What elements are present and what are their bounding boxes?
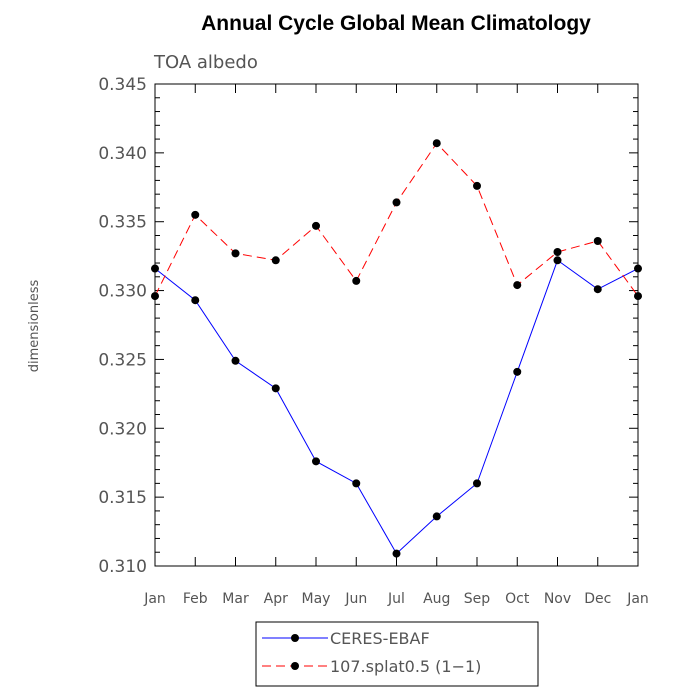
series-1-point (473, 181, 481, 190)
legend-marker-0 (291, 634, 299, 642)
series-1-point (392, 198, 401, 207)
x-tick-label: Jan (626, 591, 649, 607)
axes: 0.310 0.315 0.320 0.325 0.330 0.335 0.340 0.345… (98, 75, 648, 607)
series-0-point (553, 256, 562, 265)
series-0-point (352, 479, 361, 488)
series-1-point (553, 248, 562, 257)
series-1-point (352, 276, 361, 285)
x-tick-label: Aug (423, 591, 450, 607)
series-1-point (513, 281, 522, 290)
series-0-point (191, 296, 200, 305)
series-0-point (634, 264, 642, 273)
series-1-point (312, 221, 320, 230)
series-0-point (392, 549, 401, 558)
legend: CERES-EBAF 107.splat0.5 (1−1) (255, 621, 539, 687)
series-0-point (513, 367, 522, 376)
series-1-point (432, 139, 441, 148)
series-1-point (151, 292, 159, 301)
series-1-point (634, 292, 642, 301)
series-0-point (312, 457, 320, 466)
y-tick-label: 0.325 (98, 350, 147, 370)
x-tick-label: Nov (544, 591, 571, 607)
legend-marker-1 (291, 662, 299, 670)
y-tick-label: 0.335 (98, 213, 147, 233)
series-1-point (231, 249, 240, 258)
y-tick-label: 0.345 (98, 75, 147, 95)
x-tick-label: Mar (222, 591, 249, 607)
x-tick-label: May (302, 591, 331, 607)
series-0-point (271, 384, 280, 393)
x-tick-label: Apr (264, 591, 288, 607)
x-tick-label: Sep (464, 591, 491, 607)
series-0-point (593, 285, 602, 294)
series-line-0 (154, 259, 639, 555)
chart-subtitle: TOA albedo (153, 52, 258, 73)
x-tick-label: Dec (584, 591, 611, 607)
series-1-point (191, 210, 200, 219)
legend-label-0: CERES-EBAF (330, 629, 430, 648)
series-line-1 (154, 142, 639, 297)
legend-label-1: 107.splat0.5 (1−1) (330, 657, 481, 676)
legend-box (255, 621, 539, 687)
y-tick-label: 0.330 (98, 282, 147, 302)
series-0-point (473, 479, 481, 488)
x-tick-label: Jun (344, 591, 367, 607)
y-tick-label: 0.340 (98, 144, 147, 164)
y-tick-label: 0.310 (98, 557, 147, 577)
plot-frame (154, 83, 639, 567)
chart-title: Annual Cycle Global Mean Climatology (201, 12, 591, 35)
x-tick-label: Oct (505, 591, 530, 607)
y-axis-label: dimensionless (27, 280, 42, 373)
series-1-point (593, 236, 602, 245)
series-lines (151, 139, 642, 558)
x-tick-label: Jan (143, 591, 166, 607)
y-tick-label: 0.320 (98, 419, 147, 439)
x-tick-label: Jul (387, 591, 405, 607)
y-tick-label: 0.315 (98, 488, 147, 508)
x-tick-label: Feb (183, 591, 208, 607)
series-0-point (151, 264, 159, 273)
series-0-point (231, 356, 240, 365)
series-1-point (271, 256, 280, 265)
series-0-point (432, 512, 441, 521)
